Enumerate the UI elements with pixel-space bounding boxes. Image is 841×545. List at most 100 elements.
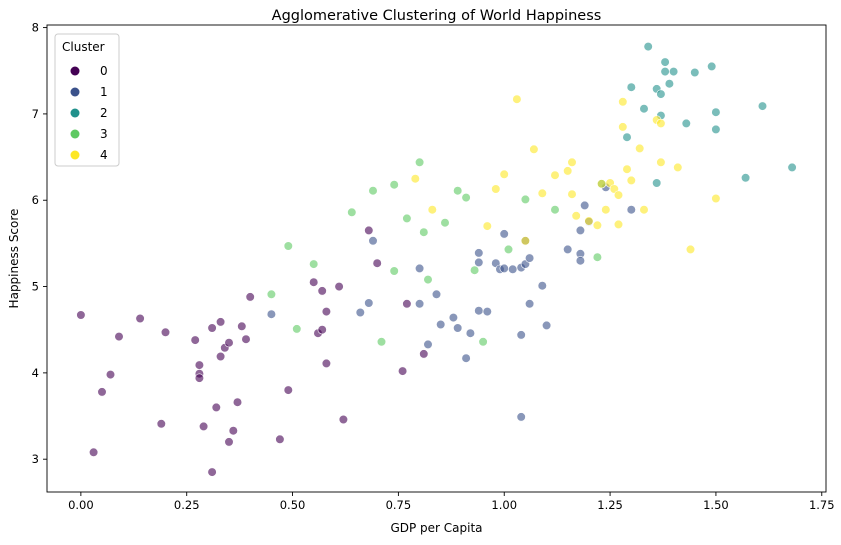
legend-marker-cluster-1 — [70, 87, 80, 97]
data-point-cluster-4 — [529, 144, 539, 154]
y-tick-label: 4 — [32, 366, 39, 380]
data-point-cluster-0 — [317, 325, 327, 335]
data-point-cluster-0 — [105, 370, 116, 380]
legend-marker-cluster-3 — [70, 129, 80, 139]
data-point-cluster-4 — [567, 189, 577, 199]
data-point-cluster-3 — [368, 186, 378, 196]
data-point-cluster-3 — [415, 157, 425, 167]
data-point-cluster-2 — [740, 173, 751, 183]
data-point-cluster-1 — [626, 205, 636, 215]
data-point-cluster-0 — [237, 321, 247, 331]
data-point-cluster-3 — [347, 207, 357, 217]
data-point-cluster-0 — [114, 332, 124, 342]
data-point-cluster-3 — [592, 252, 603, 262]
legend-title: Cluster — [62, 40, 105, 54]
data-point-cluster-2 — [668, 66, 679, 77]
data-point-cluster-0 — [190, 335, 200, 345]
data-point-cluster-0 — [194, 373, 204, 383]
x-axis-label: GDP per Capita — [390, 521, 482, 535]
data-point-cluster-1 — [415, 263, 425, 274]
data-point-cluster-4 — [656, 118, 666, 128]
data-point-cluster-1 — [436, 319, 446, 330]
y-tick-label: 7 — [32, 107, 39, 121]
data-point-cluster-1 — [453, 323, 463, 333]
data-point-cluster-4 — [635, 143, 645, 153]
data-point-cluster-0 — [321, 307, 332, 317]
data-point-cluster-3 — [292, 324, 302, 334]
data-point-cluster-1 — [575, 256, 586, 266]
data-point-cluster-1 — [580, 200, 590, 210]
data-point-cluster-1 — [431, 289, 442, 299]
data-point-cluster-1 — [415, 299, 425, 309]
x-tick-label: 0.25 — [174, 498, 200, 512]
x-axis: 0.00 0.25 0.50 0.75 1.00 1.25 1.50 1.75 — [68, 492, 835, 512]
data-point-cluster-4 — [499, 169, 509, 179]
data-point-cluster-2 — [643, 41, 653, 52]
y-axis: 3 4 5 6 7 8 — [32, 21, 47, 466]
data-point-cluster-0 — [364, 225, 374, 235]
data-point-cluster-3 — [266, 289, 277, 299]
data-point-cluster-1 — [516, 412, 526, 422]
data-point-cluster-3 — [520, 194, 531, 204]
data-point-cluster-4 — [563, 166, 573, 176]
data-point-cluster-3 — [423, 275, 433, 285]
data-point-cluster-3 — [283, 241, 293, 251]
legend-label-cluster-0: 0 — [100, 64, 108, 78]
legend-label-cluster-2: 2 — [100, 106, 108, 120]
data-point-cluster-0 — [216, 351, 226, 362]
data-point-cluster-4 — [592, 220, 603, 230]
data-point-cluster-3 — [503, 244, 514, 254]
data-point-cluster-0 — [224, 437, 234, 447]
data-point-cluster-1 — [266, 309, 277, 319]
data-point-cluster-3 — [419, 227, 429, 237]
x-tick-label: 1.75 — [809, 498, 835, 512]
legend-marker-cluster-2 — [70, 108, 80, 118]
data-point-cluster-1 — [575, 225, 586, 235]
data-point-cluster-2 — [711, 124, 721, 134]
data-point-cluster-1 — [474, 248, 484, 258]
data-point-cluster-3 — [461, 193, 471, 203]
plot-frame — [46, 24, 827, 493]
data-point-cluster-2 — [639, 104, 649, 114]
data-point-cluster-2 — [711, 107, 721, 117]
data-point-cluster-2 — [660, 66, 670, 77]
data-point-cluster-4 — [656, 157, 666, 167]
data-point-cluster-3 — [440, 218, 450, 228]
data-point-cluster-0 — [156, 419, 166, 429]
y-tick-label: 6 — [32, 193, 39, 207]
data-point-cluster-1 — [499, 229, 509, 239]
data-point-cluster-1 — [499, 263, 509, 274]
data-point-cluster-1 — [516, 330, 526, 340]
data-point-cluster-1 — [541, 320, 552, 331]
data-point-cluster-4 — [685, 244, 696, 254]
y-tick-label: 3 — [32, 452, 39, 466]
x-tick-label: 0.75 — [386, 498, 412, 512]
data-point-cluster-1 — [355, 307, 365, 318]
data-point-cluster-3 — [550, 205, 560, 215]
data-point-cluster-0 — [372, 258, 382, 268]
data-point-cluster-0 — [321, 358, 332, 369]
data-point-cluster-3 — [376, 337, 387, 347]
data-point-cluster-2 — [681, 118, 691, 128]
data-point-cluster-1 — [563, 244, 573, 254]
data-point-cluster-2 — [652, 178, 662, 188]
data-point-cluster-0 — [216, 317, 226, 327]
data-point-cluster-2 — [757, 101, 768, 111]
points-layer — [76, 41, 797, 477]
data-point-cluster-0 — [245, 292, 255, 302]
data-point-cluster-4 — [613, 190, 624, 200]
data-point-cluster-4 — [512, 94, 522, 104]
data-point-cluster-1 — [465, 328, 476, 338]
y-tick-label: 8 — [32, 21, 39, 35]
data-point-cluster-4 — [491, 184, 501, 194]
data-point-cluster-4 — [584, 216, 594, 226]
legend-label-cluster-4: 4 — [100, 148, 108, 162]
data-point-cluster-0 — [317, 286, 327, 296]
y-axis-label: Happiness Score — [7, 209, 21, 309]
data-point-cluster-0 — [194, 360, 204, 370]
data-point-cluster-0 — [338, 414, 349, 425]
data-point-cluster-4 — [626, 175, 636, 185]
data-point-cluster-2 — [707, 61, 717, 72]
data-point-cluster-0 — [88, 447, 99, 457]
